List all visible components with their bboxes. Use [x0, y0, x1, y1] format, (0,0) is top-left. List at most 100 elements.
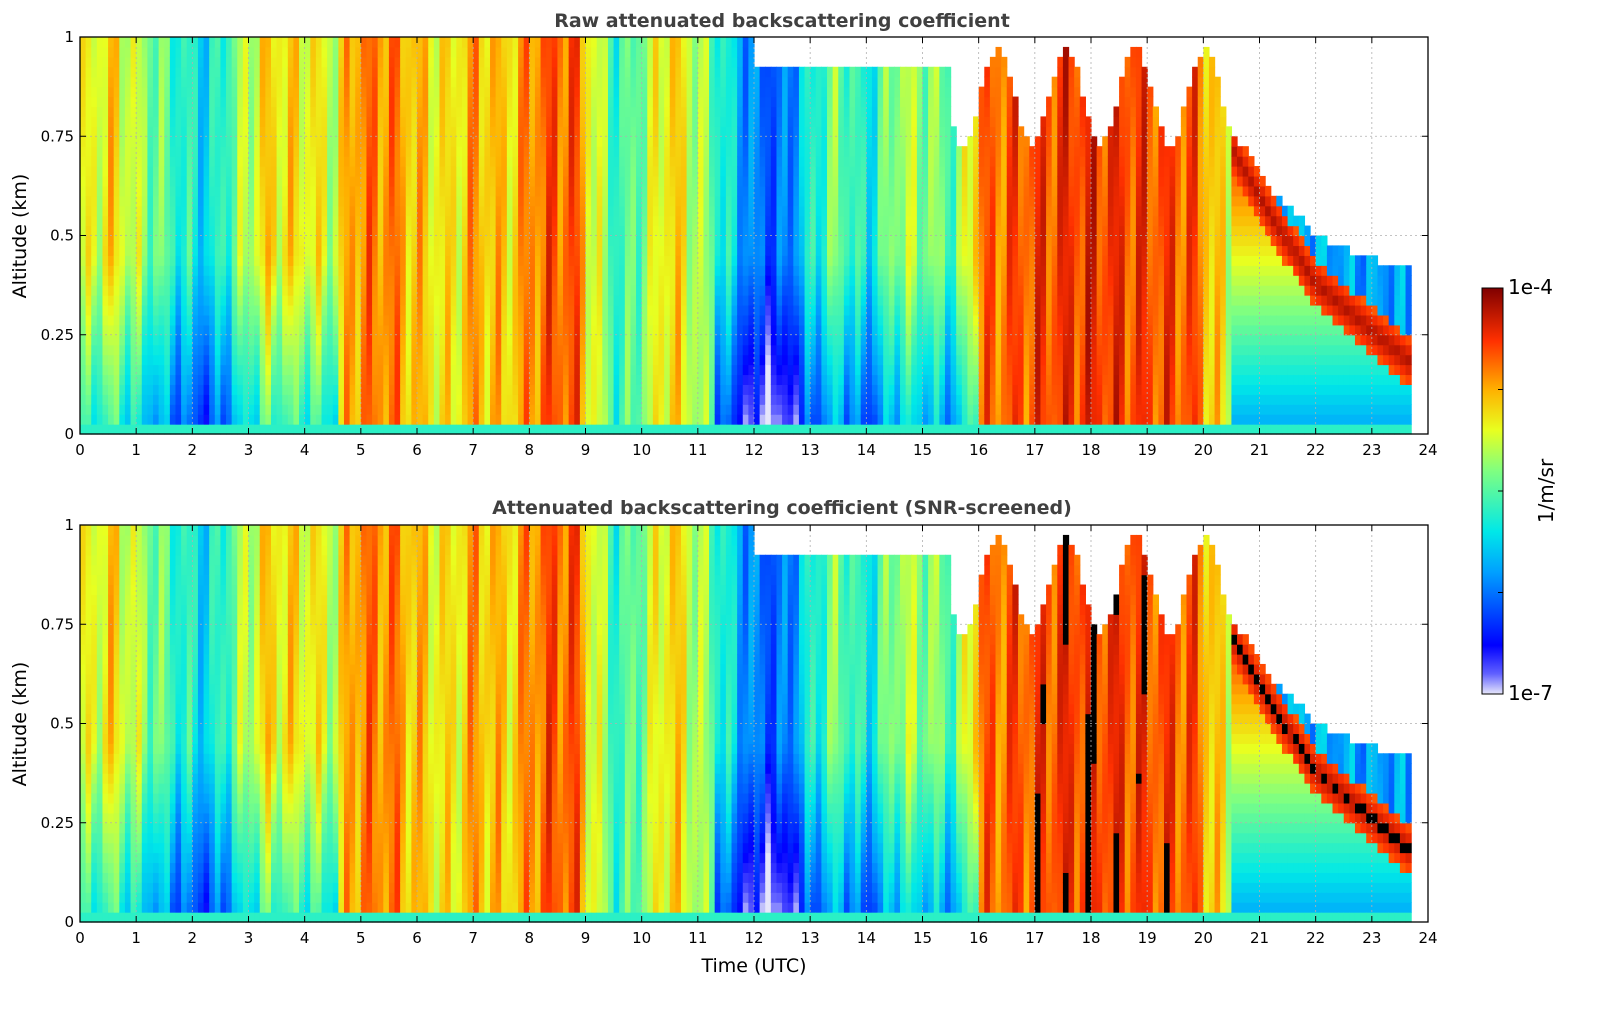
heatmap-cell [360, 66, 368, 78]
heatmap-cell [102, 215, 109, 227]
heatmap-cell [675, 66, 682, 78]
heatmap-cell [557, 46, 564, 58]
heatmap-cell [153, 225, 160, 237]
heatmap-cell [563, 126, 570, 137]
heatmap-cell [574, 185, 581, 197]
heatmap-cell [124, 37, 132, 48]
heatmap-cell [422, 106, 429, 117]
heatmap-cell [557, 76, 564, 88]
heatmap-cell [220, 146, 227, 157]
heatmap-cell [563, 195, 570, 207]
heatmap-cell [248, 354, 255, 366]
heatmap-cell [209, 205, 216, 217]
heatmap-cell [417, 235, 424, 247]
heatmap-cell [417, 374, 424, 385]
heatmap-cell [388, 185, 396, 197]
heatmap-cell [602, 185, 609, 197]
heatmap-cell [664, 96, 671, 108]
heatmap-cell [478, 424, 485, 435]
heatmap-cell [478, 255, 485, 266]
heatmap-cell [338, 384, 345, 395]
heatmap-cell [220, 166, 227, 177]
heatmap-cell [742, 86, 749, 98]
heatmap-cell [304, 185, 311, 197]
heatmap-cell [197, 394, 205, 405]
heatmap-cell [473, 46, 480, 58]
heatmap-cell [439, 265, 446, 276]
heatmap-cell [372, 156, 379, 167]
heatmap-cell [686, 414, 693, 425]
heatmap-cell [523, 255, 530, 266]
heatmap-cell [108, 96, 115, 108]
heatmap-cell [546, 394, 553, 405]
heatmap-cell [574, 136, 581, 147]
heatmap-cell [731, 275, 738, 286]
heatmap-cell [299, 156, 306, 167]
heatmap-cell [703, 106, 710, 117]
heatmap-cell [91, 37, 98, 48]
heatmap-cell [113, 295, 120, 306]
heatmap-cell [546, 304, 553, 316]
heatmap-cell [383, 126, 390, 137]
heatmap-cell [754, 235, 761, 247]
heatmap-cell [80, 136, 87, 147]
heatmap-cell [664, 156, 671, 167]
heatmap-cell [209, 37, 216, 48]
heatmap-cell [478, 334, 485, 346]
heatmap-cell [703, 295, 710, 306]
heatmap-cell [647, 205, 654, 217]
heatmap-cell [91, 195, 98, 207]
heatmap-cell [366, 245, 373, 256]
heatmap-cell [461, 116, 469, 127]
heatmap-cell [664, 166, 671, 177]
heatmap-cell [619, 166, 626, 177]
heatmap-cell [692, 86, 699, 98]
heatmap-cell [270, 205, 278, 217]
heatmap-cell [748, 225, 755, 237]
heatmap-cell [383, 334, 390, 346]
heatmap-cell [478, 404, 485, 415]
heatmap-cell [523, 126, 530, 137]
heatmap-cell [349, 195, 356, 207]
heatmap-cell [85, 354, 92, 366]
heatmap-cell [231, 215, 238, 227]
heatmap-cell [445, 185, 452, 197]
heatmap-cell [428, 37, 435, 48]
heatmap-cell [697, 404, 705, 415]
heatmap-cell [596, 344, 603, 356]
heatmap-cell [411, 404, 418, 415]
heatmap-cell [175, 295, 182, 306]
heatmap-cell [467, 46, 474, 58]
heatmap-cell [422, 166, 429, 177]
heatmap-cell [490, 275, 497, 286]
heatmap-cell [355, 175, 362, 187]
heatmap-cell [546, 245, 553, 256]
heatmap-cell [124, 374, 132, 385]
heatmap-cell [759, 235, 766, 247]
heatmap-cell [349, 414, 356, 425]
heatmap-cell [124, 136, 132, 147]
heatmap-cell [467, 334, 474, 346]
heatmap-cell [664, 116, 671, 127]
heatmap-cell [579, 166, 587, 177]
heatmap-cell [506, 76, 514, 88]
heatmap-cell [501, 404, 508, 415]
heatmap-cell [467, 235, 474, 247]
heatmap-cell [703, 285, 710, 296]
heatmap-cell [276, 205, 283, 217]
heatmap-cell [686, 225, 693, 237]
heatmap-cell [130, 414, 137, 425]
heatmap-cell [473, 394, 480, 405]
heatmap-cell [574, 37, 581, 48]
heatmap-cell [231, 76, 238, 88]
heatmap-cell [652, 146, 660, 157]
heatmap-cell [321, 235, 328, 247]
heatmap-cell [624, 255, 632, 266]
heatmap-cell [321, 295, 328, 306]
heatmap-cell [91, 76, 98, 88]
heatmap-cell [680, 96, 688, 108]
heatmap-cell [388, 76, 396, 88]
heatmap-cell [445, 324, 452, 336]
heatmap-cell [192, 404, 199, 415]
heatmap-cell [388, 126, 396, 137]
